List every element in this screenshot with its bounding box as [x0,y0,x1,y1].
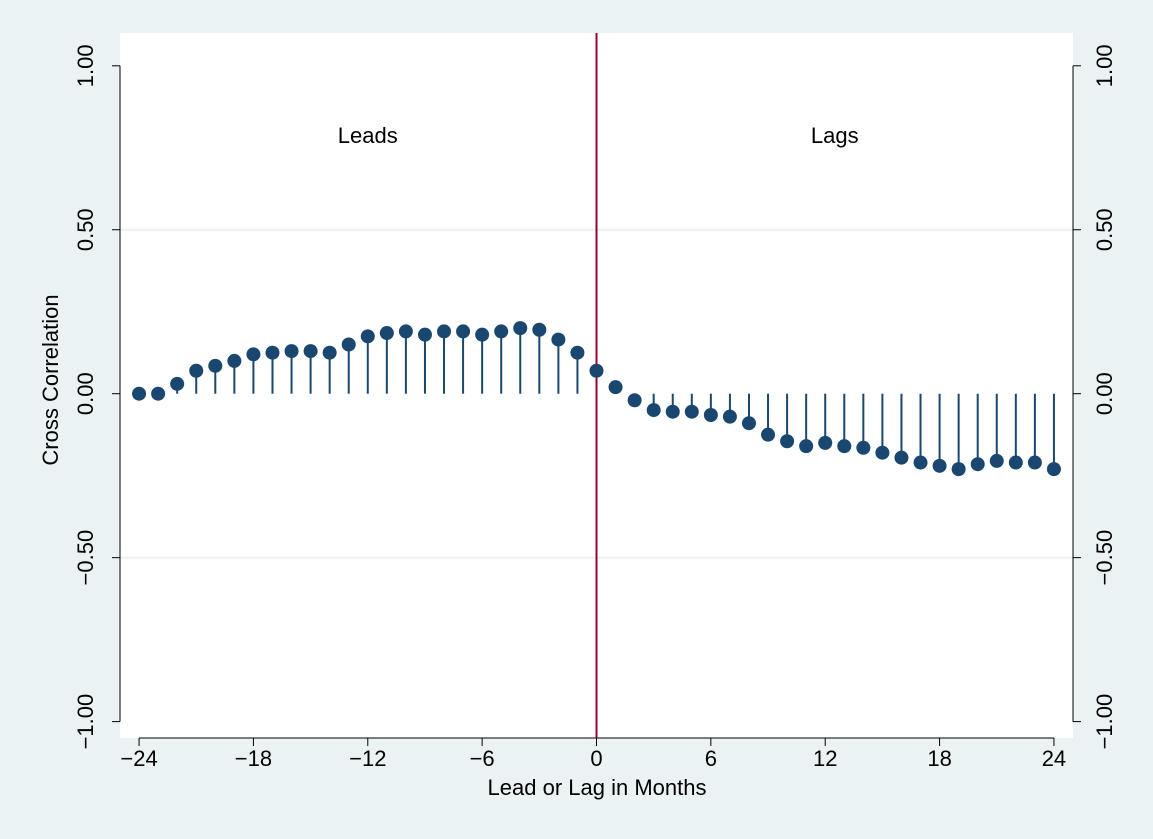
marker [627,393,642,408]
marker [1027,455,1042,470]
y-tick-label: 0.50 [73,208,98,251]
marker [170,376,185,391]
marker [398,324,413,339]
marker [780,434,795,449]
annotation: Leads [338,123,398,148]
y2-tick-label: −1.00 [1092,694,1117,750]
y2-tick-label: −0.50 [1092,530,1117,586]
marker [513,321,528,336]
marker [646,403,661,418]
marker [227,353,242,368]
x-tick-label: −12 [349,746,386,771]
marker [932,458,947,473]
x-tick-label: −24 [120,746,157,771]
y2-tick-label: 1.00 [1092,44,1117,87]
marker [303,344,318,359]
marker [265,345,280,360]
marker [589,363,604,378]
marker [799,439,814,454]
x-tick-label: −18 [235,746,272,771]
marker [913,455,928,470]
marker [1046,462,1061,477]
marker [684,404,699,419]
marker [894,450,909,465]
marker [741,416,756,431]
marker [189,363,204,378]
marker [437,324,452,339]
marker [284,344,299,359]
marker [722,409,737,424]
marker [761,427,776,442]
x-tick-label: 0 [590,746,602,771]
x-axis-title: Lead or Lag in Months [488,775,707,800]
marker [494,324,509,339]
y-tick-label: −1.00 [73,694,98,750]
marker [570,345,585,360]
y-tick-label: 1.00 [73,44,98,87]
marker [360,329,375,344]
marker [132,386,147,401]
x-tick-label: 6 [705,746,717,771]
marker [665,404,680,419]
marker [417,327,432,342]
marker [341,337,356,352]
marker [1008,455,1023,470]
marker [703,408,718,423]
marker [951,462,966,477]
marker [989,453,1004,468]
marker [837,439,852,454]
marker [608,380,623,395]
marker [246,347,261,362]
marker [970,457,985,472]
x-tick-label: 24 [1042,746,1066,771]
marker [208,358,223,373]
x-tick-label: 12 [813,746,837,771]
y2-tick-label: 0.50 [1092,208,1117,251]
marker [379,326,394,341]
marker [322,345,337,360]
marker [475,327,490,342]
y-tick-label: −0.50 [73,530,98,586]
marker [875,445,890,460]
x-tick-label: 18 [927,746,951,771]
marker [818,435,833,450]
annotation: Lags [811,123,859,148]
marker [456,324,471,339]
y-axis-title: Cross Correlation [38,294,63,465]
marker [551,332,566,347]
marker [151,386,166,401]
y-tick-label: 0.00 [73,372,98,415]
x-tick-label: −6 [470,746,495,771]
y2-tick-label: 0.00 [1092,372,1117,415]
marker [856,440,871,455]
marker [532,322,547,337]
